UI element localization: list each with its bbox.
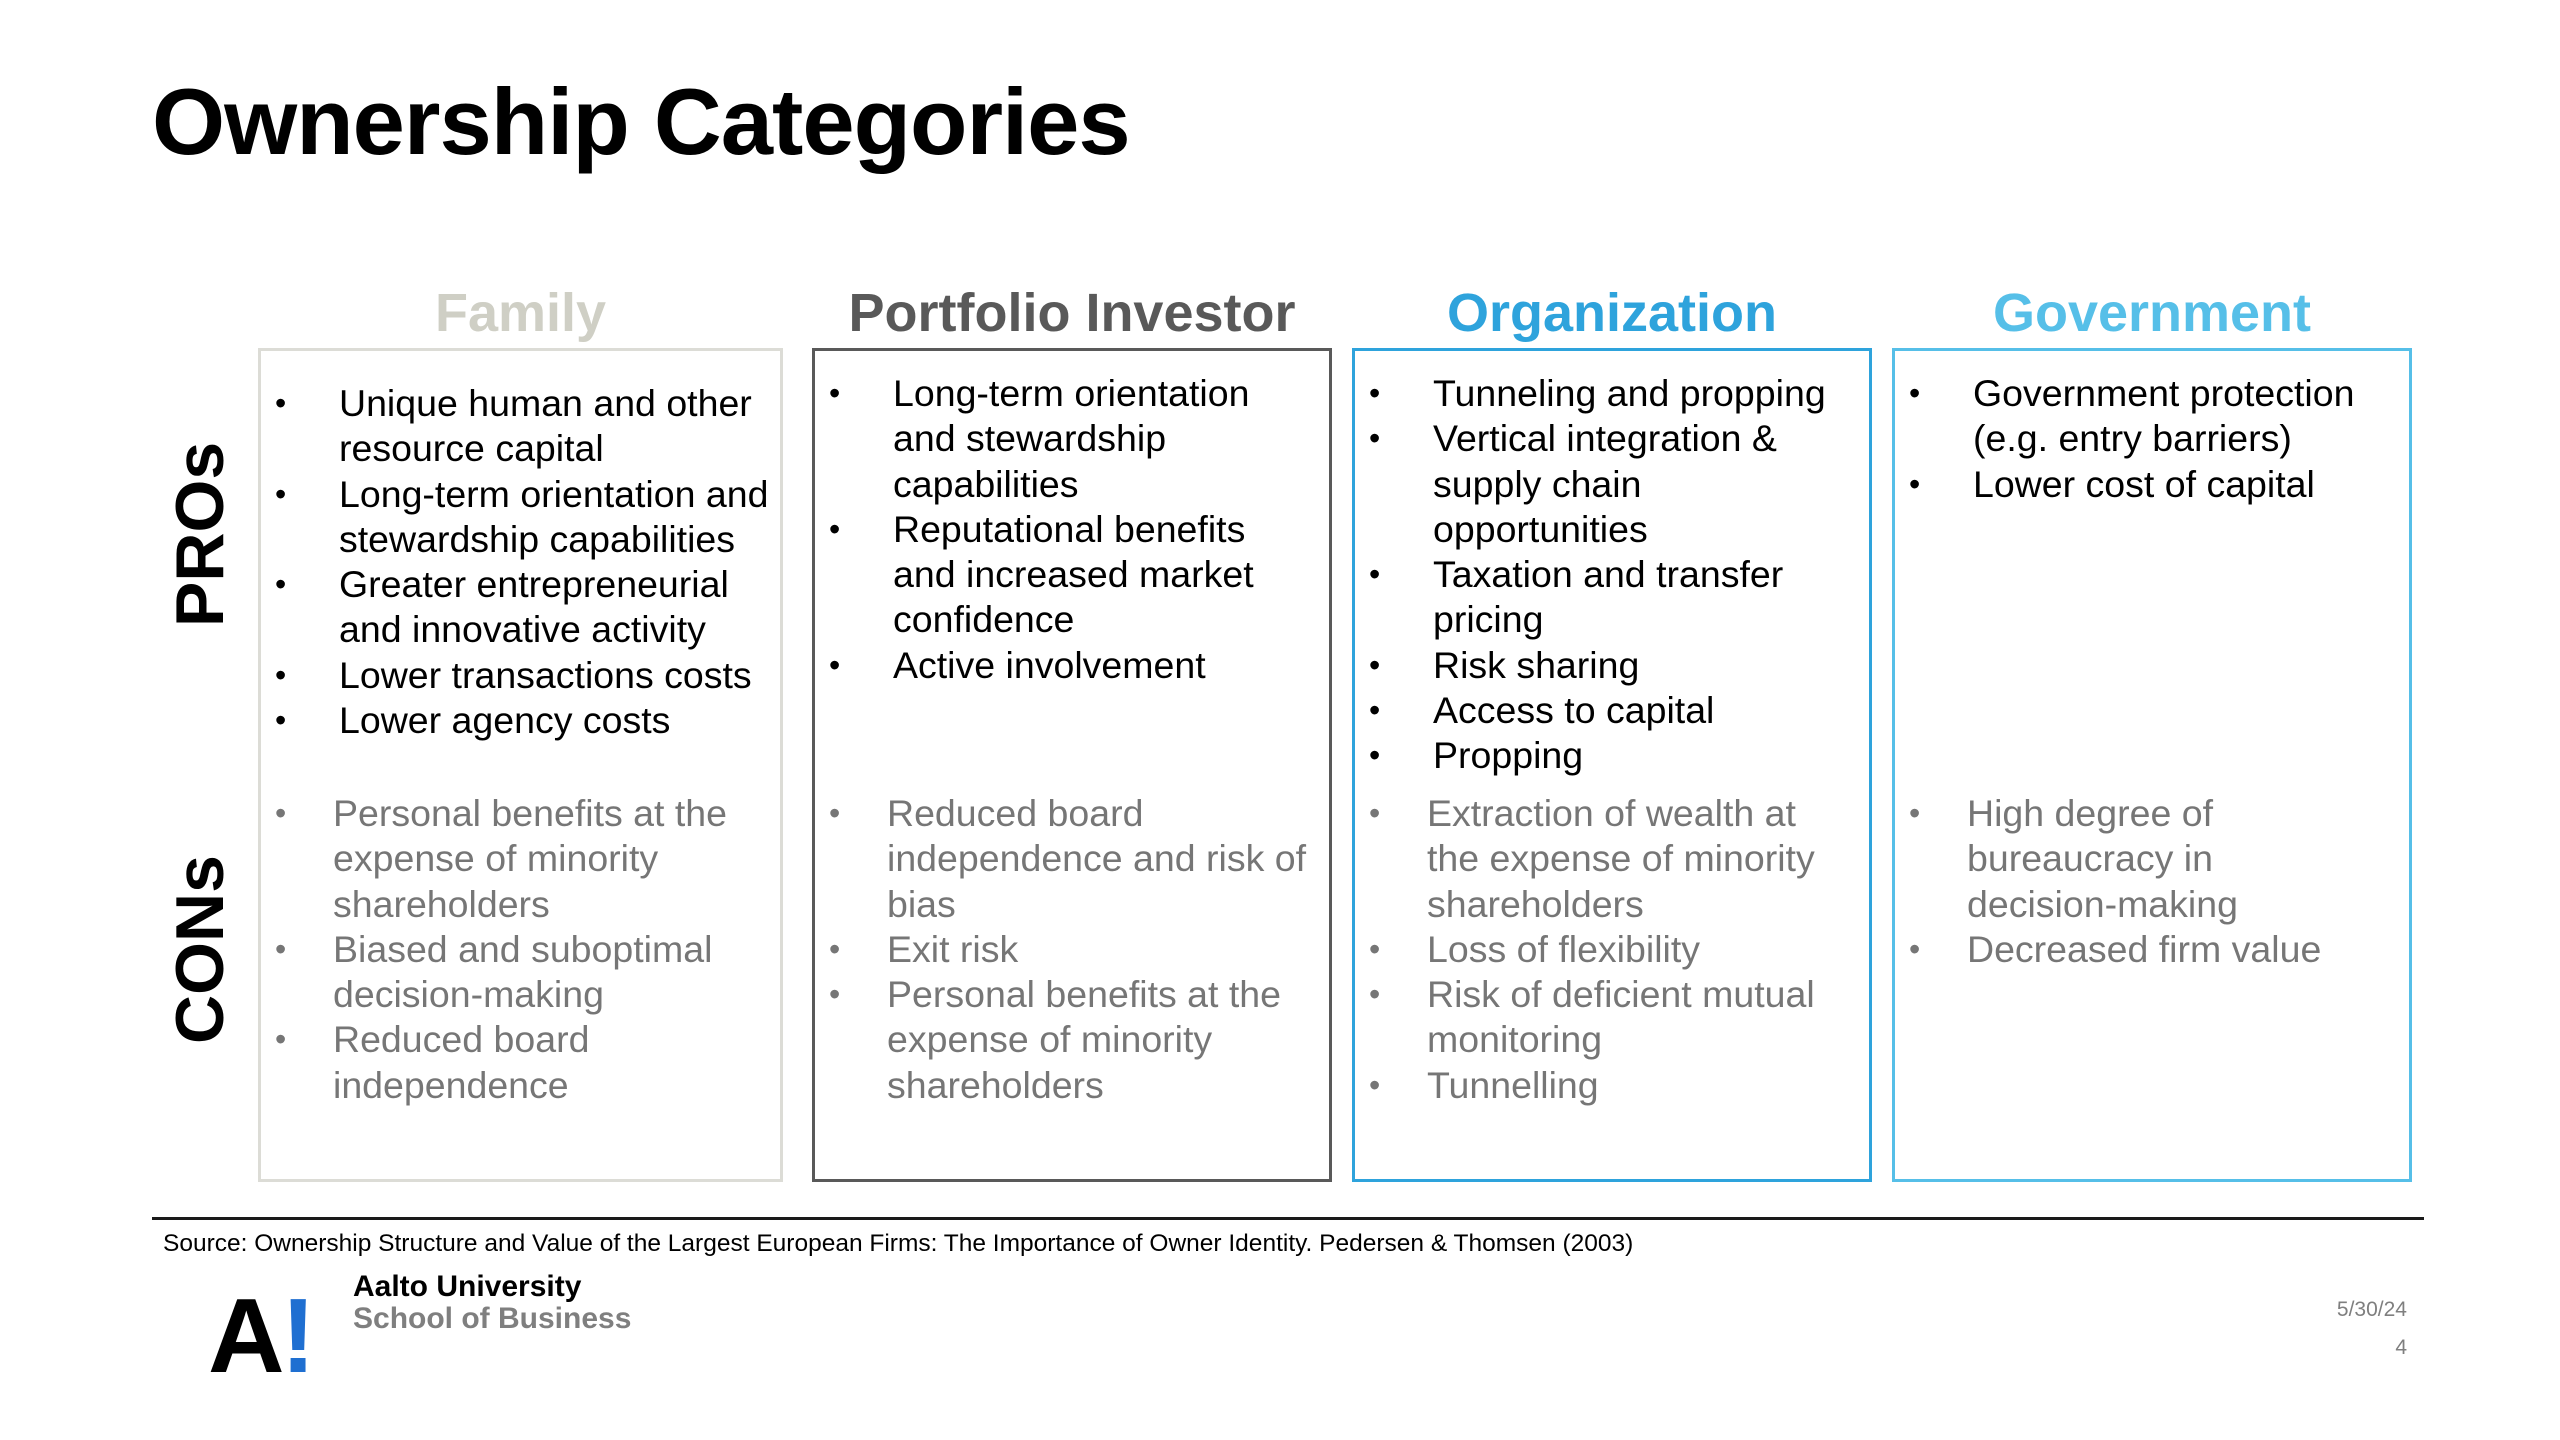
organization-cons: Extraction of wealth at the expense of m… [1355,791,1869,1108]
family-heading: Family [434,283,607,343]
aalto-logo-icon: A! [208,1283,316,1389]
pros-row-label: PROs [162,441,238,627]
list-item: Long-term orientation and stewardship ca… [815,371,1299,507]
government-box: Government protection (e.g. entry barrie… [1892,348,2412,1182]
family-pros: Unique human and other resource capital … [261,381,780,744]
list-item: Government protection (e.g. entry barrie… [1895,371,2389,462]
organization-pros: Tunneling and propping Vertical integrat… [1355,371,1869,779]
list-item: Propping [1355,733,1849,779]
slide-date: 5/30/24 [2336,1298,2407,1321]
family-cons: Personal benefits at the expense of mino… [261,791,780,1108]
list-item: Tunnelling [1355,1063,1849,1109]
list-item: Personal benefits at the expense of mino… [815,972,1309,1108]
footer-divider [152,1217,2424,1220]
list-item: Unique human and other resource capital [261,381,780,472]
logo-school-name: School of Business [353,1302,632,1335]
list-item: Extraction of wealth at the expense of m… [1355,791,1849,927]
slide-page-number: 4 [2395,1336,2407,1359]
portfolio-investor-pros: Long-term orientation and stewardship ca… [815,371,1329,688]
cons-row-label: CONs [162,855,238,1044]
organization-heading: Organization [1446,283,1777,343]
list-item: Tunneling and propping [1355,371,1849,417]
list-item: Greater entrepreneurial and innovative a… [261,562,780,653]
logo-university-name: Aalto University [353,1270,582,1303]
logo-exclamation: ! [280,1277,316,1395]
list-item: Loss of flexibility [1355,927,1849,973]
list-item: Personal benefits at the expense of mino… [261,791,740,927]
list-item: Taxation and transfer pricing [1355,552,1849,643]
government-heading: Government [1992,283,2312,343]
list-item: Reduced board independence and risk of b… [815,791,1309,927]
family-box: Unique human and other resource capital … [258,348,783,1182]
list-item: Risk of deficient mutual monitoring [1355,972,1849,1063]
portfolio-investor-heading: Portfolio Investor [848,283,1296,343]
list-item: Reduced board independence [261,1017,740,1108]
government-cons: High degree of bureaucracy in decision-m… [1895,791,2409,972]
list-item: Access to capital [1355,688,1849,734]
list-item: High degree of bureaucracy in decision-m… [1895,791,2349,927]
list-item: Vertical integration & supply chain oppo… [1355,416,1849,552]
list-item: Decreased firm value [1895,927,2349,973]
list-item: Lower transactions costs [261,653,780,699]
logo-letter: A [208,1277,285,1395]
list-item: Risk sharing [1355,643,1849,689]
organization-box: Tunneling and propping Vertical integrat… [1352,348,1872,1182]
list-item: Reputational benefits and increased mark… [815,507,1299,643]
government-pros: Government protection (e.g. entry barrie… [1895,371,2409,507]
list-item: Exit risk [815,927,1309,973]
slide-title: Ownership Categories [152,69,1131,174]
list-item: Lower agency costs [261,698,780,744]
source-citation: Source: Ownership Structure and Value of… [163,1230,1634,1257]
list-item: Active involvement [815,643,1299,689]
list-item: Long-term orientation and stewardship ca… [261,472,780,563]
portfolio-investor-box: Long-term orientation and stewardship ca… [812,348,1332,1182]
list-item: Biased and suboptimal decision-making [261,927,740,1018]
portfolio-investor-cons: Reduced board independence and risk of b… [815,791,1329,1108]
list-item: Lower cost of capital [1895,462,2389,508]
